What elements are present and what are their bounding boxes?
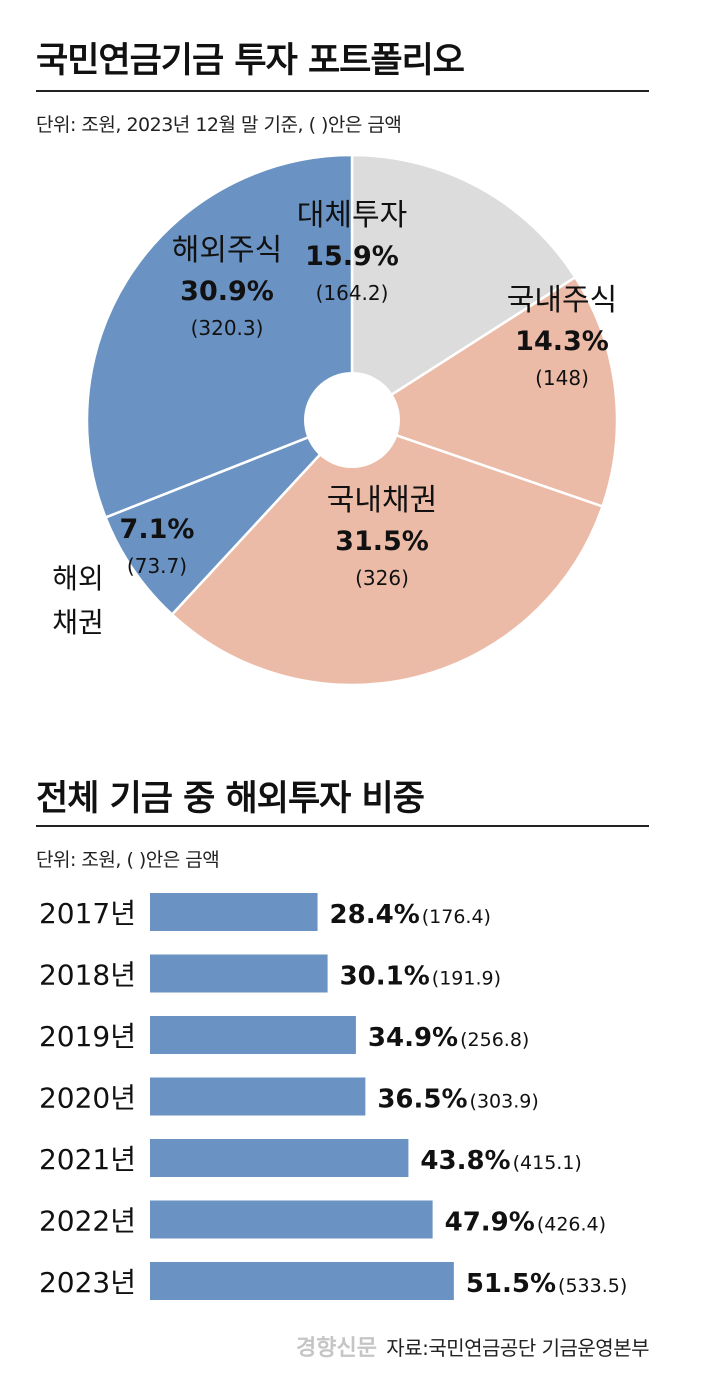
- bar-percent-label: 34.9%: [368, 1023, 458, 1053]
- bar-category-label: 2022년: [39, 1205, 136, 1238]
- pie-label-percent: 7.1%: [120, 514, 195, 545]
- pie-center-hole: [304, 372, 400, 468]
- bar: [150, 1262, 454, 1300]
- pie-label-name-line2: 채권: [52, 606, 104, 639]
- bar-category-label: 2017년: [39, 897, 136, 930]
- bar-amount-label: (533.5): [558, 1275, 627, 1297]
- pie-label-name: 국내주식: [507, 283, 617, 318]
- bar-title-rule: [36, 825, 649, 827]
- bar: [150, 1016, 356, 1054]
- bar-percent-label: 36.5%: [377, 1085, 467, 1115]
- bar-value-label: 34.9% (256.8): [368, 1023, 529, 1053]
- bar-value-label: 30.1% (191.9): [340, 962, 501, 992]
- bar-value-label: 43.8% (415.1): [420, 1146, 581, 1176]
- pie-label-amount: (73.7): [127, 554, 187, 578]
- foreign-share-bar-chart: 2017년 28.4% (176.4) 2018년 30.1% (191.9) 2019년 3…: [0, 880, 701, 1320]
- bar-value-label: 51.5% (533.5): [466, 1269, 627, 1299]
- bar-amount-label: (426.4): [537, 1214, 606, 1236]
- pie-chart-subtitle: 단위: 조원, 2023년 12월 말 기준, ( )안은 금액: [36, 110, 401, 137]
- pie-label-percent: 15.9%: [305, 241, 399, 272]
- bar-value-label: 36.5% (303.9): [377, 1085, 538, 1115]
- pie-label-percent: 30.9%: [180, 276, 274, 307]
- pie-label-amount: (164.2): [316, 281, 389, 305]
- bar-chart-subtitle: 단위: 조원, ( )안은 금액: [36, 845, 219, 872]
- pie-label-name: 국내채권: [327, 483, 437, 518]
- bar-amount-label: (191.9): [432, 968, 501, 990]
- pie-label-name: 대체투자: [297, 198, 407, 233]
- pie-label-amount: (326): [355, 566, 409, 590]
- bar-percent-label: 28.4%: [330, 900, 420, 930]
- pie-label-percent: 31.5%: [335, 526, 429, 557]
- bar-amount-label: (303.9): [470, 1091, 539, 1113]
- pie-label-percent: 14.3%: [515, 326, 609, 357]
- bar-amount-label: (176.4): [422, 906, 491, 928]
- bar: [150, 1201, 433, 1239]
- pie-label-amount: (320.3): [191, 316, 264, 340]
- pie-title-rule: [36, 90, 649, 92]
- bar-category-label: 2023년: [39, 1266, 136, 1299]
- bar-chart-title: 전체 기금 중 해외투자 비중: [36, 770, 424, 821]
- bar: [150, 955, 328, 993]
- bar-category-label: 2018년: [39, 959, 136, 992]
- pie-label-amount: (148): [535, 366, 589, 390]
- bar-value-label: 47.9% (426.4): [445, 1208, 606, 1238]
- bar-percent-label: 51.5%: [466, 1269, 556, 1299]
- pie-label-name: 해외주식: [172, 233, 282, 268]
- bar-category-label: 2020년: [39, 1082, 136, 1115]
- bar-amount-label: (415.1): [513, 1152, 582, 1174]
- pie-chart-title: 국민연금기금 투자 포트폴리오: [36, 32, 464, 83]
- watermark: 경향신문: [296, 1330, 377, 1362]
- bar-value-label: 28.4% (176.4): [330, 900, 491, 930]
- portfolio-pie-chart: 대체투자 15.9% (164.2) 국내주식 14.3% (148) 국내채권 31.5% (…: [0, 150, 701, 710]
- bar-percent-label: 47.9%: [445, 1208, 535, 1238]
- bar-category-label: 2019년: [39, 1020, 136, 1053]
- pie-label-name-line1: 해외: [52, 562, 104, 595]
- bar-percent-label: 30.1%: [340, 962, 430, 992]
- bar-amount-label: (256.8): [460, 1029, 529, 1051]
- bar: [150, 893, 318, 931]
- bar: [150, 1139, 408, 1177]
- bar-percent-label: 43.8%: [420, 1146, 510, 1176]
- bar: [150, 1078, 365, 1116]
- bar-category-label: 2021년: [39, 1143, 136, 1176]
- source-note: 자료:국민연금공단 기금운영본부: [386, 1332, 649, 1361]
